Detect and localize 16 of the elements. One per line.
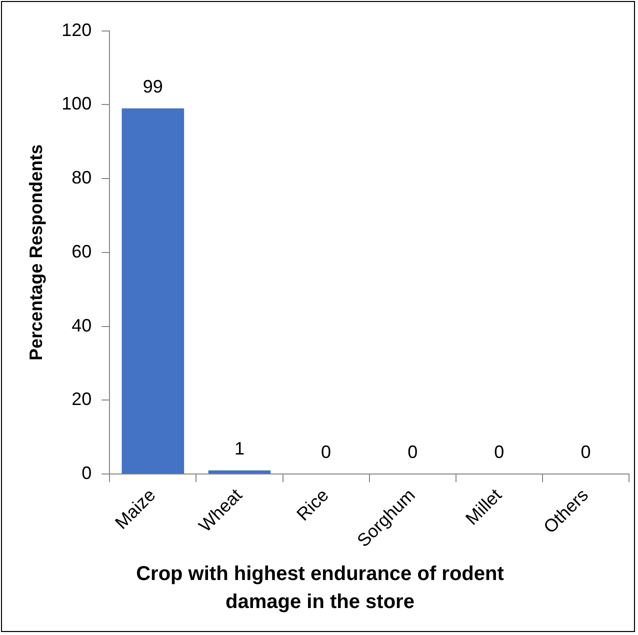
y-tick-label: 120 <box>62 20 92 40</box>
data-label: 0 <box>494 442 504 462</box>
y-tick-label: 80 <box>72 168 92 188</box>
y-tick-label: 100 <box>62 94 92 114</box>
x-tick-label: Rice <box>292 484 332 525</box>
data-label: 0 <box>580 442 591 462</box>
data-label: 1 <box>234 438 244 458</box>
y-tick-label: 60 <box>72 241 92 262</box>
y-axis-title: Percentage Respondents <box>26 144 46 360</box>
y-tick-label: 20 <box>72 389 92 410</box>
data-label: 0 <box>321 442 332 462</box>
y-tick-label: 40 <box>72 315 92 336</box>
data-label: 0 <box>408 442 418 462</box>
y-tick-label: 0 <box>82 463 92 484</box>
x-axis-title: Crop with highest endurance of rodent damage in the store <box>135 562 505 615</box>
data-label: 99 <box>142 76 163 96</box>
